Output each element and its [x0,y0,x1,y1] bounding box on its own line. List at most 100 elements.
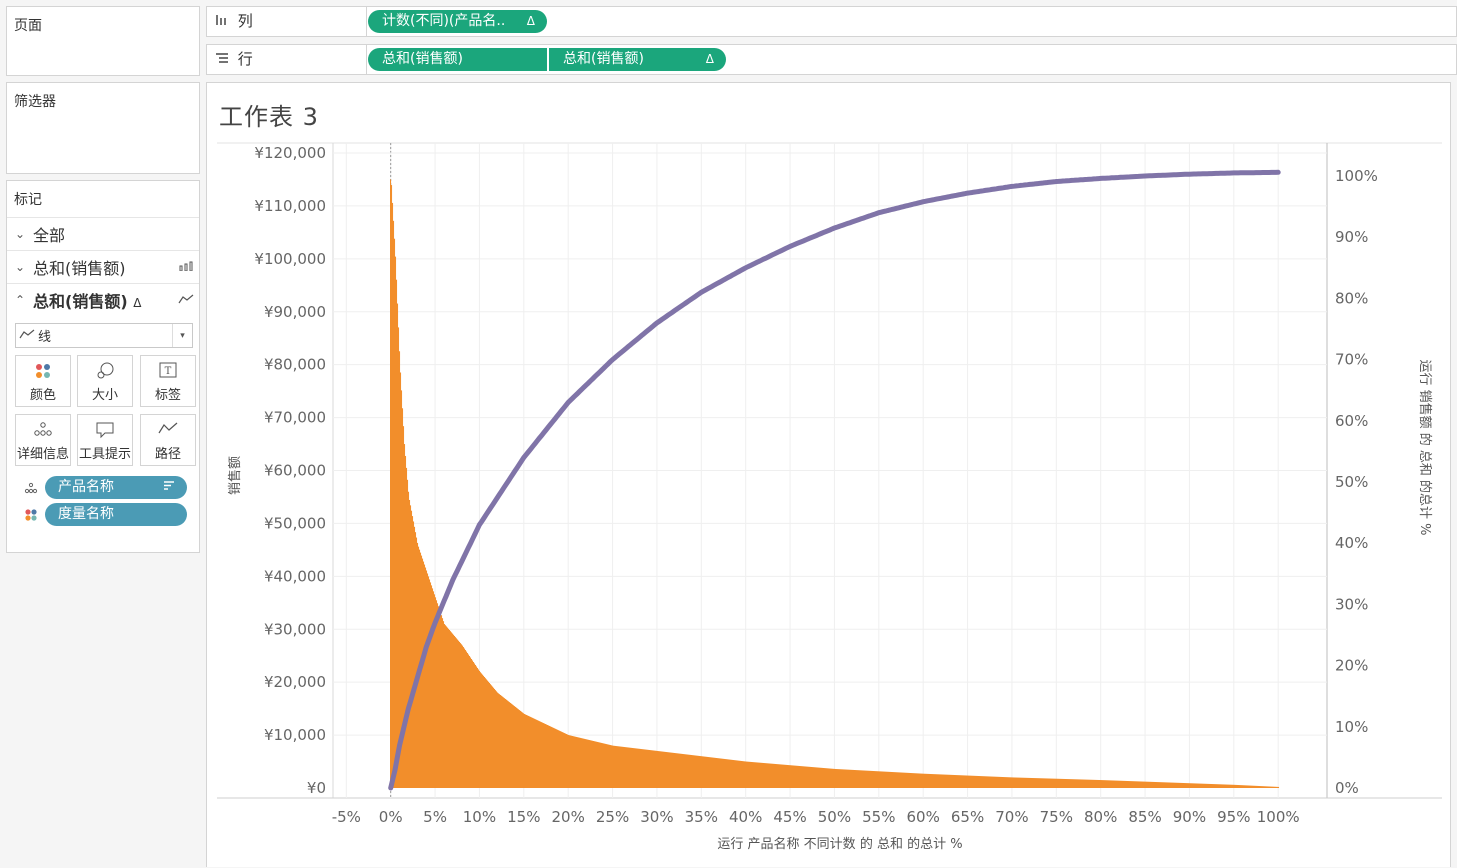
bar [1100,780,1102,788]
field-measure-names[interactable]: 度量名称 [45,503,187,526]
label-label: 标签 [154,388,181,403]
bar [1101,780,1103,788]
bar [514,706,516,788]
bar [1021,777,1023,788]
bar [985,776,987,788]
filters-panel[interactable]: 筛选器 [6,82,200,174]
tooltip-button[interactable]: 工具提示 [77,414,133,466]
bar [585,739,587,788]
bar [409,499,411,788]
bar [801,766,803,788]
marks-row-bar-sales[interactable]: ⌄ 总和(销售额) [7,250,199,283]
bar [916,773,918,788]
bar [399,351,401,788]
bar [1114,780,1116,788]
bar [939,774,941,788]
bar [649,750,651,788]
bar [1229,784,1231,788]
bar [834,768,836,788]
bar [396,279,398,788]
bar [1256,785,1258,788]
bar [931,774,933,788]
bar [974,775,976,788]
rows-shelf[interactable]: 行 总和(销售额) 总和(销售额) Δ [206,44,1457,75]
bar [960,775,962,788]
bar [996,776,998,788]
bar [548,725,550,788]
bar [1152,781,1154,788]
bar [1044,778,1046,788]
bar [597,741,599,788]
bar [1175,782,1177,788]
bar [955,775,957,788]
detail-button[interactable]: 详细信息 [15,414,71,466]
bar [766,763,768,788]
label-button[interactable]: T 标签 [140,355,196,407]
bar [959,775,961,788]
bar [715,757,717,788]
bar [677,753,679,788]
bar [926,773,928,788]
bar [1262,786,1264,788]
bar [526,714,528,788]
bar [426,570,428,788]
bar [458,640,460,788]
mark-type-dropdown[interactable]: 线 ▾ [15,323,193,348]
bar [844,769,846,788]
bar [506,699,508,788]
bar [492,686,494,788]
bar [1248,785,1250,788]
bar [392,202,394,789]
bar [1234,784,1236,788]
bar [976,775,978,788]
bar [449,629,451,788]
bar [613,745,615,788]
bar [1013,777,1015,788]
bar [1113,780,1115,788]
color-button[interactable]: 颜色 [15,355,71,407]
bar [826,768,828,788]
size-button[interactable]: 大小 [77,355,133,407]
bar [757,762,759,788]
bar [625,747,627,788]
chart[interactable]: -5% 0% 5% 10% 15% 20% 25% 30% 35% 40% 45% 50% 55% 60%… [207,83,1452,868]
bar [556,729,558,788]
bar [878,771,880,788]
bar [1161,782,1163,788]
bar [557,729,559,788]
marks-row-label: 全部 [33,226,66,245]
field-product-name[interactable]: 产品名称 [45,476,187,499]
columns-shelf[interactable]: 列 计数(不同)(产品名.. Δ [206,6,1457,37]
bar [1031,777,1033,788]
rows-pill-sales-1[interactable]: 总和(销售额) [368,48,547,71]
bar [1227,784,1229,788]
columns-pill-count-distinct[interactable]: 计数(不同)(产品名.. Δ [368,10,547,33]
bar [986,776,988,788]
bar [642,749,644,788]
bar [954,774,956,788]
bar [746,761,748,788]
bar [726,759,728,788]
bar [1232,784,1234,788]
bar [1219,784,1221,788]
bar [603,743,605,788]
bar [920,773,922,788]
path-button[interactable]: 路径 [140,414,196,466]
pages-panel[interactable]: 页面 [6,6,200,76]
rows-pill-sales-2[interactable]: 总和(销售额) Δ [549,48,726,71]
bar [516,707,518,788]
bar [451,632,453,788]
bar [1081,779,1083,788]
bar [663,751,665,788]
bar [680,753,682,788]
bar [969,775,971,788]
bar [1183,783,1185,788]
bar [703,756,705,788]
marks-row-all[interactable]: ⌄ 全部 [7,217,199,250]
bar [427,573,429,788]
bar [929,773,931,788]
marks-row-line-sales[interactable]: ⌃ 总和(销售额) Δ [7,283,199,316]
x-tick-label: 15% [507,808,540,826]
bar [873,771,875,788]
bar [602,743,604,788]
